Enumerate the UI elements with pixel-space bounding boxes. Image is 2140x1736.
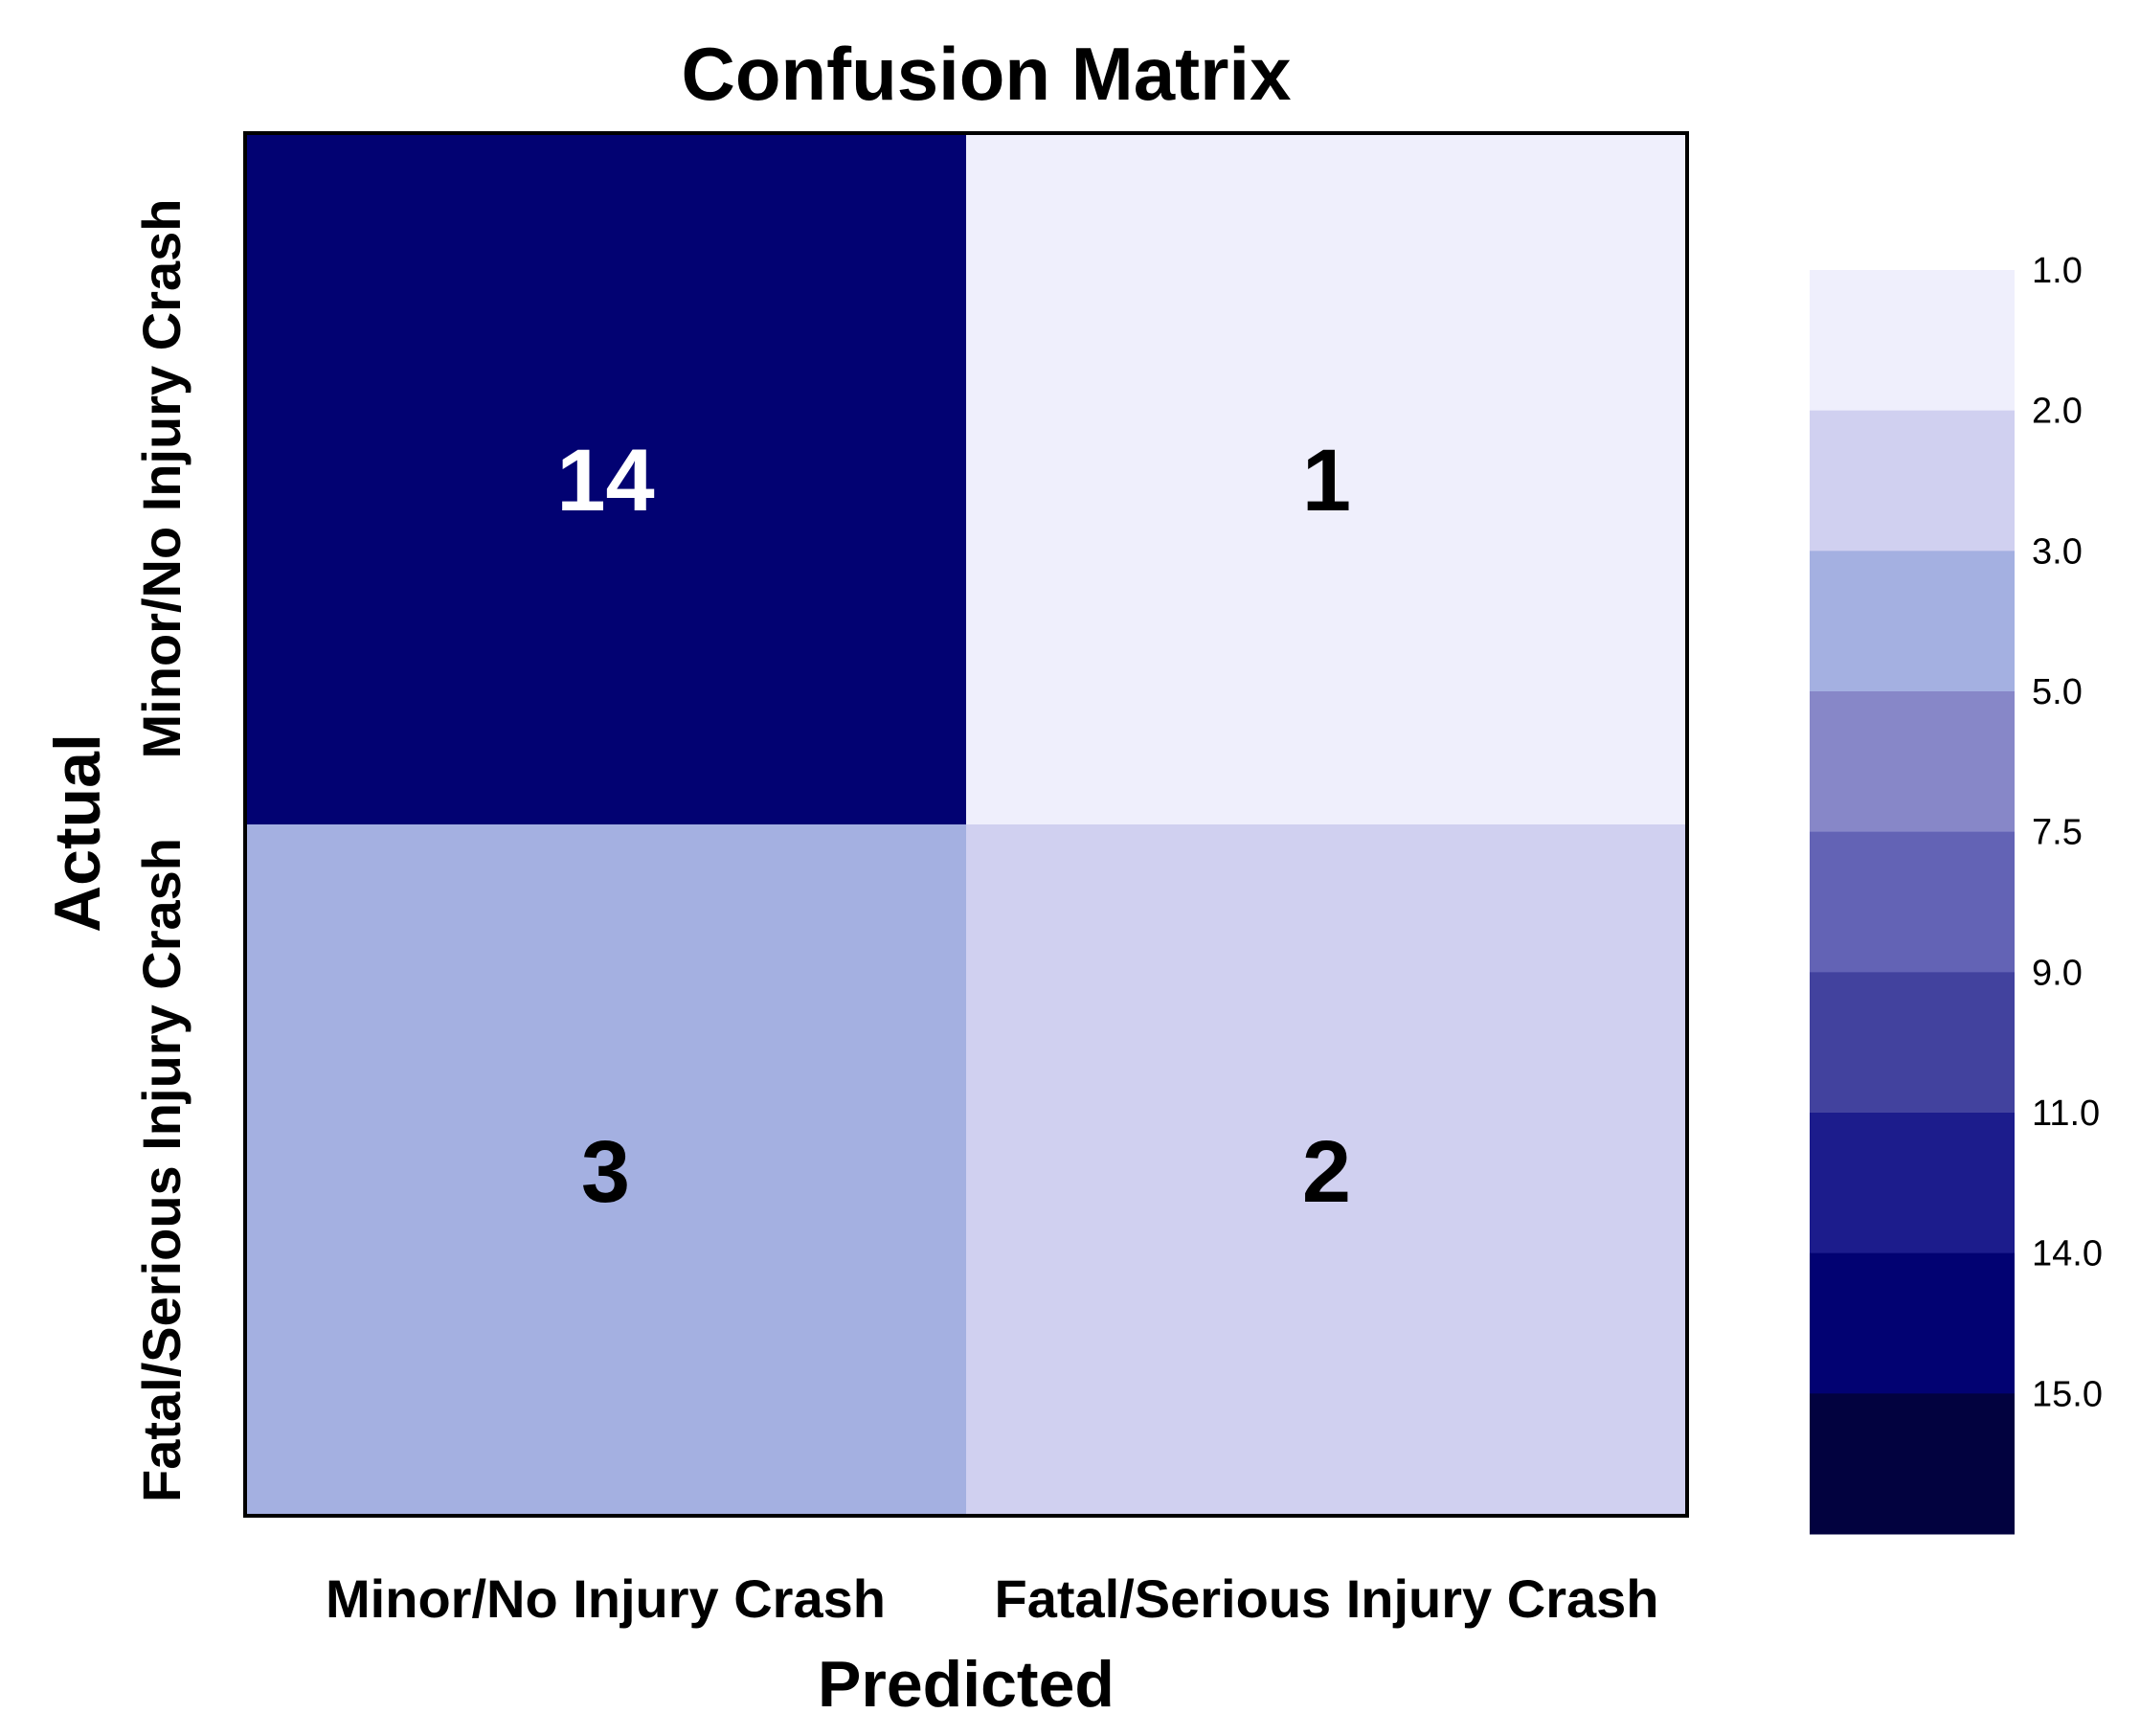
colorbar-label-5: 9.0 [2032,953,2083,993]
cell-value-labels: 14 1 3 2 [556,432,1351,1221]
colorbar [1810,270,2015,1535]
matrix-cell-r0-c1 [966,133,1687,824]
y-axis-title: Actual [41,733,114,933]
matrix-cell-r0-c0 [245,133,966,824]
x-axis-title: Predicted [818,1648,1115,1721]
y-tick-label-0: Minor/No Injury Crash [131,199,191,759]
colorbar-segment-5 [1810,972,2015,1114]
cell-value-r1-c1: 2 [1302,1123,1351,1221]
colorbar-segment-4 [1810,831,2015,973]
cell-value-r1-c0: 3 [581,1123,630,1221]
colorbar-segment-8 [1810,1393,2015,1535]
matrix-cells [245,133,1687,1516]
matrix-cell-r1-c1 [966,824,1687,1516]
colorbar-label-1: 2.0 [2032,392,2083,432]
matrix-frame [243,131,1689,1518]
cell-value-r0-c1: 1 [1302,432,1351,530]
colorbar-segment-0 [1810,270,2015,412]
colorbar-label-3: 5.0 [2032,672,2083,712]
colorbar-segment-6 [1810,1113,2015,1254]
matrix-cell-r1-c0 [245,824,966,1516]
y-tick-label-1: Fatal/Serious Injury Crash [131,838,191,1502]
colorbar-label-2: 3.0 [2032,531,2083,572]
colorbar-segment-2 [1810,551,2015,692]
colorbar-label-8: 15.0 [2032,1374,2103,1414]
x-tick-label-0: Minor/No Injury Crash [326,1568,886,1629]
colorbar-labels: 1.0 2.0 3.0 5.0 7.5 9.0 11.0 14.0 15.0 [2032,251,2103,1414]
colorbar-label-0: 1.0 [2032,251,2083,291]
cell-value-r0-c0: 14 [556,432,654,530]
colorbar-label-4: 7.5 [2032,813,2083,853]
x-tick-label-1: Fatal/Serious Injury Crash [995,1568,1659,1629]
chart-title: Confusion Matrix [682,32,1292,116]
colorbar-label-7: 14.0 [2032,1234,2103,1274]
colorbar-segment-1 [1810,410,2015,552]
colorbar-segment-3 [1810,691,2015,833]
colorbar-segment-7 [1810,1252,2015,1394]
y-tick-labels: Minor/No Injury Crash Fatal/Serious Injur… [131,199,191,1502]
colorbar-label-6: 11.0 [2032,1093,2100,1134]
x-tick-labels: Minor/No Injury Crash Fatal/Serious Injur… [326,1568,1658,1629]
